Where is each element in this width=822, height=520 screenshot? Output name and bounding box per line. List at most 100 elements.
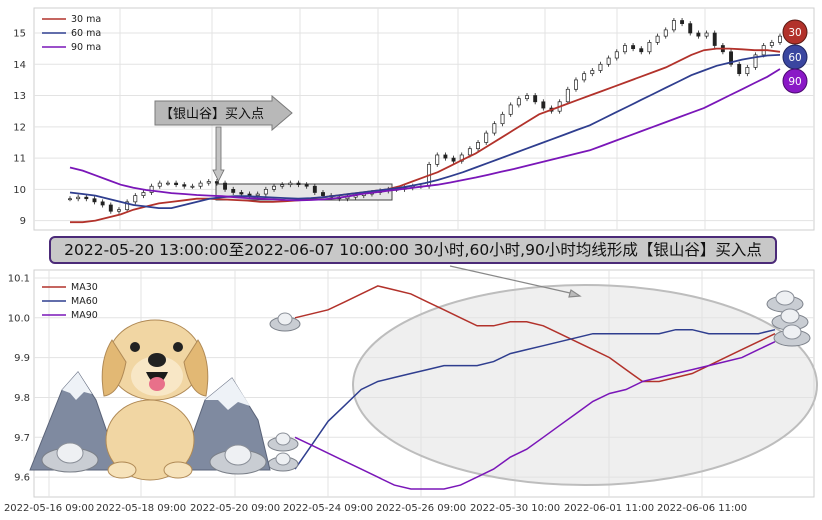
candle xyxy=(778,35,782,43)
candle xyxy=(312,185,317,193)
candle xyxy=(435,154,440,165)
candle xyxy=(280,184,285,187)
silver-ingot-icon xyxy=(773,324,811,347)
candle xyxy=(745,67,750,75)
candle xyxy=(541,101,546,109)
x-tick-label: 2022-06-06 11:00 xyxy=(657,503,747,514)
y-tick-label: 9.6 xyxy=(14,473,30,484)
highlight-ellipse xyxy=(352,284,818,486)
legend-ma60: MA60 xyxy=(71,296,98,307)
candle xyxy=(655,35,660,43)
candle xyxy=(476,142,480,150)
candle xyxy=(671,20,676,31)
x-tick-label: 2022-06-01 11:00 xyxy=(564,503,654,514)
candle xyxy=(117,209,121,212)
candle xyxy=(663,29,668,37)
series-line-MA90 xyxy=(294,341,776,490)
candle xyxy=(639,48,644,53)
candle xyxy=(443,154,448,159)
candle xyxy=(288,182,293,186)
candle xyxy=(582,73,587,81)
candle xyxy=(231,189,236,193)
candle xyxy=(484,132,489,143)
candle xyxy=(500,113,505,125)
y-tick-label: 13 xyxy=(13,91,26,102)
candle xyxy=(174,182,179,186)
top-yticks: 9 10 11 12 13 14 15 xyxy=(13,29,26,228)
candle xyxy=(598,63,603,71)
candle xyxy=(206,181,211,184)
bottom-legend: MA30 MA60 MA90 xyxy=(42,282,98,321)
candle xyxy=(451,157,456,162)
candle xyxy=(255,193,260,196)
candle xyxy=(272,185,276,190)
top-panel: 9 10 11 12 13 14 15 30 ma 60 ma 90 ma 【银山谷】买入点… xyxy=(13,7,815,231)
candle xyxy=(565,88,570,103)
mountain-left-icon xyxy=(29,371,121,471)
buy-callout: 【银山谷】买入点 xyxy=(154,94,293,182)
candle xyxy=(606,57,611,65)
candle xyxy=(149,185,154,193)
candle xyxy=(590,70,595,75)
y-tick-label: 11 xyxy=(13,154,26,165)
candle xyxy=(729,51,733,65)
silver-ingot-icon xyxy=(766,290,804,313)
y-tick-label: 10.0 xyxy=(8,313,30,324)
silver-ingot-icons xyxy=(267,290,811,472)
mascot-illustration xyxy=(29,319,271,481)
legend-90ma: 90 ma xyxy=(71,42,101,53)
candle xyxy=(467,148,472,156)
y-tick-label: 9 xyxy=(20,216,26,227)
x-tick-label: 2022-05-16 09:00 xyxy=(4,503,94,514)
ma-badges: 30 60 90 xyxy=(782,19,808,94)
candle xyxy=(533,95,538,103)
candle xyxy=(712,32,717,46)
bottom-lines xyxy=(294,285,776,490)
x-tick-label: 2022-05-18 09:00 xyxy=(96,503,186,514)
candle xyxy=(108,204,113,212)
candle xyxy=(492,123,497,134)
candle xyxy=(141,192,146,196)
candle xyxy=(84,196,89,200)
pointer-arrow xyxy=(449,265,582,298)
candle xyxy=(304,184,309,187)
x-tick-label: 2022-05-26 09:00 xyxy=(376,503,466,514)
candle xyxy=(198,182,203,187)
candle xyxy=(263,189,268,195)
silver-ingot-icon xyxy=(267,432,299,452)
candle xyxy=(92,198,97,203)
legend-ma30: MA30 xyxy=(71,282,98,293)
y-tick-label: 10 xyxy=(13,185,26,196)
series-line-30-ma xyxy=(70,47,781,224)
candle xyxy=(165,182,170,185)
candle xyxy=(737,63,742,75)
legend-30ma: 30 ma xyxy=(71,14,101,25)
candle xyxy=(125,201,130,211)
candle xyxy=(182,184,187,187)
top-legend: 30 ma 60 ma 90 ma xyxy=(42,14,101,53)
top-plot-area xyxy=(33,7,815,231)
y-tick-label: 10.1 xyxy=(8,273,30,284)
candle xyxy=(525,95,529,100)
y-tick-label: 9.7 xyxy=(14,433,30,444)
candle xyxy=(190,185,195,188)
silver-ingot-icon xyxy=(41,442,99,473)
bottom-yticks: 9.6 9.7 9.8 9.9 10.0 10.1 xyxy=(8,273,30,483)
silver-ingot-icon xyxy=(267,452,299,472)
y-tick-label: 12 xyxy=(13,122,26,133)
callout-arrow-shape xyxy=(154,94,293,132)
callout-label: 【银山谷】买入点 xyxy=(160,107,264,122)
x-tick-label: 2022-05-24 09:00 xyxy=(283,503,373,514)
candle xyxy=(647,42,652,53)
y-tick-label: 9.8 xyxy=(14,393,30,404)
y-tick-label: 14 xyxy=(13,60,26,71)
silver-ingot-icon xyxy=(269,312,301,332)
candle xyxy=(76,196,81,200)
series-line-MA60 xyxy=(294,328,776,470)
x-tick-label: 2022-05-20 09:00 xyxy=(190,503,280,514)
badge-90: 90 xyxy=(788,76,801,88)
candle xyxy=(100,201,105,206)
badge-30: 30 xyxy=(788,27,801,39)
candle xyxy=(680,20,685,24)
